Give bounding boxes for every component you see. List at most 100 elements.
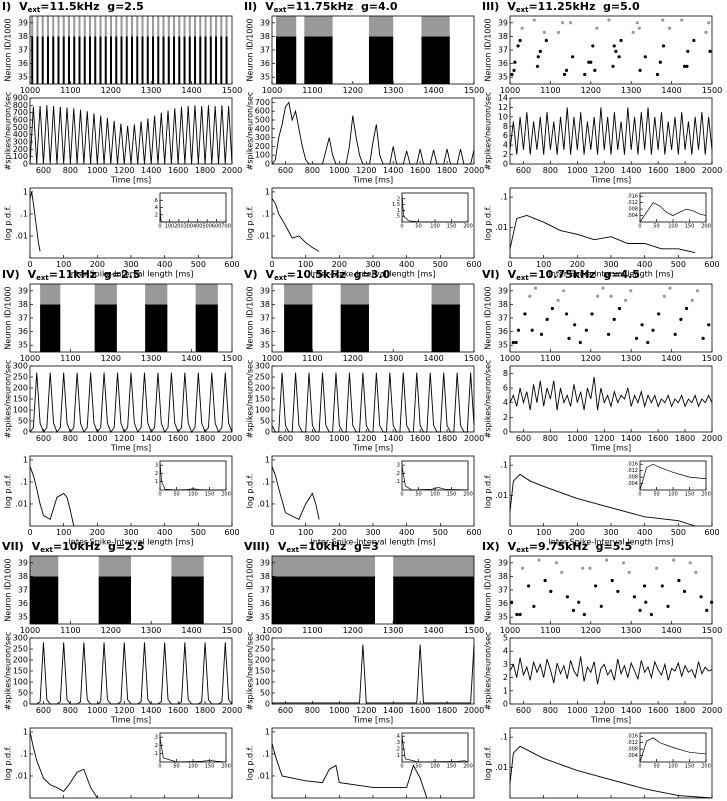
title-v: V (28, 268, 37, 281)
x-tick-label: 1500 (702, 354, 722, 363)
spike (535, 64, 540, 68)
x-axis-label: Inter-Spike-Interval length [ms] (68, 270, 193, 279)
panel-label: IV) (2, 268, 20, 281)
x-tick-label: 400 (399, 800, 414, 801)
spike (520, 26, 524, 30)
spike (657, 312, 661, 316)
x-tick-label: 1200 (356, 706, 376, 715)
x-tick-label: 600 (278, 706, 293, 715)
x-tick-label: 1800 (437, 706, 457, 715)
y-tick-label: 700 (255, 98, 270, 107)
chart: 600 800 1000 1200 1400 1600 1800 2000 0 50 100 150 2… (4, 360, 243, 453)
x-axis-label: Time [ms] (352, 176, 393, 185)
spike (530, 328, 534, 332)
y-tick-label: 35 (260, 613, 270, 622)
burst-inhibitory (46, 16, 49, 37)
burst-excitatory (421, 36, 450, 84)
x-tick-label: 400 (193, 224, 203, 230)
x-tick-label: 1000 (20, 86, 40, 95)
x-tick-label: 1600 (168, 706, 188, 715)
panel-label: II) (244, 0, 257, 13)
x-tick-label: 2000 (702, 166, 722, 175)
y-tick-label: 6 (503, 384, 508, 393)
x-tick-label: 500 (671, 528, 686, 537)
x-tick-label: 1300 (141, 86, 161, 95)
burst-inhibitory (284, 284, 313, 305)
x-tick-label: 1200 (114, 706, 134, 715)
x-tick-label: 2000 (702, 434, 722, 443)
x-tick-label: 0 (269, 260, 274, 269)
spike (682, 589, 687, 593)
x-tick-label: 1200 (594, 434, 614, 443)
y-tick-label: .01 (15, 771, 28, 780)
spike (635, 21, 639, 25)
burst-excitatory (104, 36, 107, 84)
plot-area (272, 638, 474, 704)
x-tick-label: 1000 (20, 626, 40, 635)
burst-excitatory (31, 36, 34, 84)
x-tick-label: 1400 (181, 626, 201, 635)
y-tick-label: 200 (13, 384, 28, 393)
burst-inhibitory (145, 284, 168, 305)
x-tick-label: 200 (701, 224, 711, 230)
spike (549, 589, 553, 593)
spike (567, 336, 571, 340)
y-tick-label: .008 (627, 747, 638, 753)
x-tick-label: 1400 (181, 86, 201, 95)
y-tick-label: 3 (503, 660, 508, 669)
x-tick-label: 1300 (621, 354, 641, 363)
title-rest: =10kHz g=3 (299, 540, 379, 553)
y-tick-label: 900 (13, 94, 28, 103)
inset: 0 50 100 150 200 .1 .2 .3 (395, 460, 473, 498)
y-tick-label: 250 (13, 645, 28, 654)
spike (577, 600, 581, 604)
burst-excitatory (225, 36, 228, 84)
burst-excitatory (340, 304, 369, 352)
data-line (29, 466, 75, 527)
burst-inhibitory (178, 16, 181, 37)
burst-inhibitory (41, 16, 44, 37)
spike (518, 612, 522, 617)
panel-label: V) (244, 268, 258, 281)
x-tick-label: 1200 (581, 626, 601, 635)
spike (595, 26, 599, 30)
spike (536, 55, 540, 59)
y-tick-label: .4 (395, 734, 400, 740)
y-axis-label: log p.d.f. (246, 746, 255, 781)
x-tick-label: 150 (447, 492, 457, 498)
x-tick-label: 1200 (343, 626, 363, 635)
x-tick-label: 2000 (222, 706, 242, 715)
spike (610, 578, 614, 583)
data-line (639, 737, 707, 763)
y-tick-label: 100 (255, 678, 270, 687)
x-tick-label: 1300 (621, 626, 641, 635)
spike (661, 18, 665, 22)
data-line (509, 376, 713, 411)
burst-inhibitory (109, 16, 113, 37)
y-tick-label: 39 (498, 18, 508, 27)
y-tick-label: .008 (627, 207, 638, 213)
spike (556, 30, 561, 34)
x-tick-label: 1400 (621, 166, 641, 175)
y-axis-label: #spikes/neuron/sec (484, 632, 493, 711)
x-tick-label: 200 (463, 224, 473, 230)
x-tick-label: 600 (278, 166, 293, 175)
burst-inhibitory (157, 16, 160, 37)
burst-inhibitory (67, 16, 70, 37)
y-tick-label: .1 (395, 479, 400, 485)
spike (649, 612, 654, 617)
spike (694, 570, 698, 574)
inset: 0 50 100 150 200 1 2 3 (155, 460, 231, 498)
y-tick-label: 700 (13, 108, 28, 117)
y-tick-label: .008 (627, 475, 638, 481)
plot-area (272, 98, 474, 164)
x-tick-label: 1600 (168, 166, 188, 175)
x-tick-label: 1600 (410, 434, 430, 443)
y-tick-label: 38 (498, 572, 508, 581)
x-tick-label: 500 (433, 260, 448, 269)
y-tick-label: 37 (18, 586, 28, 595)
x-tick-label: 1300 (383, 86, 403, 95)
y-tick-label: 400 (255, 124, 270, 133)
x-tick-label: 150 (205, 492, 215, 498)
